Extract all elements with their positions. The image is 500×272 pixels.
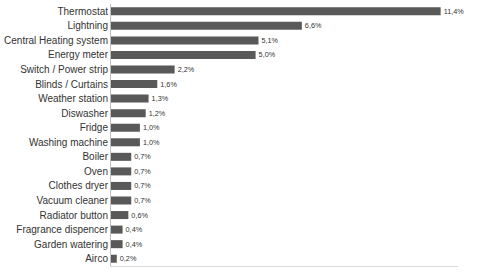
svg-text:Energy meter: Energy meter [48,49,109,60]
svg-text:2,2%: 2,2% [178,65,195,74]
svg-text:6,6%: 6,6% [305,21,322,30]
svg-text:Switch / Power strip: Switch / Power strip [20,64,108,75]
svg-text:Vacuum cleaner: Vacuum cleaner [36,195,108,206]
svg-text:1,2%: 1,2% [149,109,166,118]
svg-text:5,1%: 5,1% [261,36,278,45]
svg-text:Lightning: Lightning [67,20,108,31]
svg-text:0,7%: 0,7% [134,167,151,176]
svg-text:1,0%: 1,0% [143,138,160,147]
svg-text:Garden watering: Garden watering [34,239,108,250]
svg-text:11,4%: 11,4% [444,7,465,16]
svg-text:Fragrance dispencer: Fragrance dispencer [16,224,108,235]
svg-text:Washing machine: Washing machine [29,137,109,148]
svg-text:0,2%: 0,2% [120,254,137,263]
svg-text:1,0%: 1,0% [143,123,160,132]
svg-text:1,6%: 1,6% [160,80,177,89]
svg-text:Airco: Airco [85,253,108,264]
svg-text:Thermostat: Thermostat [57,6,108,17]
svg-text:Clothes dryer: Clothes dryer [49,180,109,191]
svg-text:Radiator button: Radiator button [40,210,108,221]
svg-text:Central Heating system: Central Heating system [4,35,108,46]
svg-text:1,3%: 1,3% [152,94,169,103]
svg-text:0,7%: 0,7% [134,196,151,205]
svg-text:Fridge: Fridge [80,122,109,133]
svg-text:Boiler: Boiler [82,151,108,162]
svg-text:5,0%: 5,0% [259,50,276,59]
svg-text:0,6%: 0,6% [131,211,148,220]
svg-text:Blinds / Curtains: Blinds / Curtains [35,79,108,90]
svg-text:Diswasher: Diswasher [61,108,108,119]
svg-text:Oven: Oven [84,166,108,177]
svg-text:Weather station: Weather station [38,93,108,104]
svg-text:0,7%: 0,7% [134,181,151,190]
svg-text:0,4%: 0,4% [126,240,143,249]
svg-text:0,7%: 0,7% [134,152,151,161]
svg-text:0,4%: 0,4% [126,225,143,234]
